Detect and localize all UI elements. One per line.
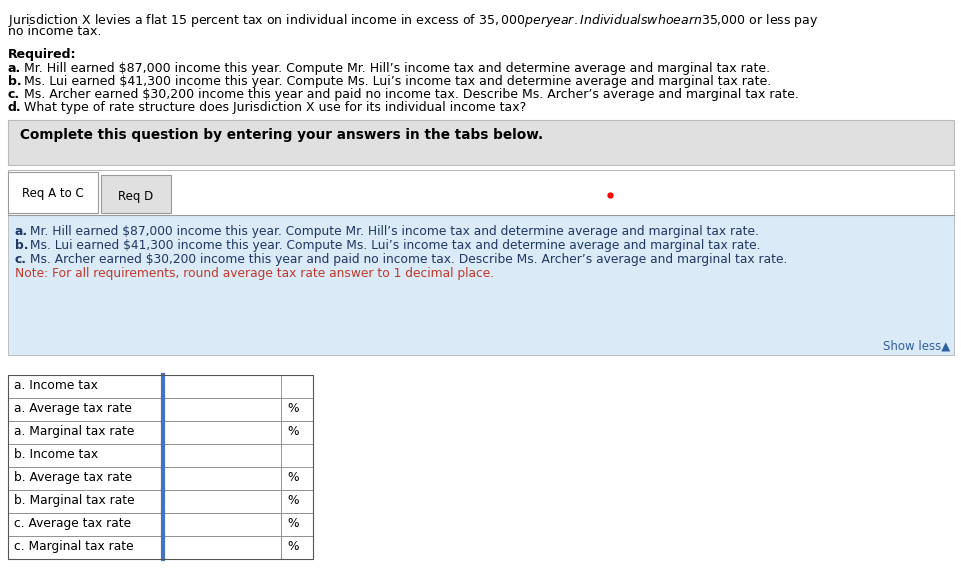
Text: Note: For all requirements, round average tax rate answer to 1 decimal place.: Note: For all requirements, round averag… xyxy=(15,267,494,280)
Bar xyxy=(162,513,281,536)
Bar xyxy=(281,467,312,490)
Text: %: % xyxy=(286,471,298,484)
Text: Req D: Req D xyxy=(118,190,154,203)
Text: Ms. Lui earned $41,300 income this year. Compute Ms. Lui’s income tax and determ: Ms. Lui earned $41,300 income this year.… xyxy=(20,75,771,88)
Text: a.: a. xyxy=(8,62,21,75)
Text: Complete this question by entering your answers in the tabs below.: Complete this question by entering your … xyxy=(20,128,543,142)
Bar xyxy=(8,467,162,490)
Text: %: % xyxy=(286,425,298,438)
Bar xyxy=(8,490,162,513)
Text: c.: c. xyxy=(8,88,20,101)
Bar xyxy=(162,490,281,513)
Text: a. Marginal tax rate: a. Marginal tax rate xyxy=(14,425,135,438)
Bar xyxy=(8,536,162,559)
Bar xyxy=(162,467,281,490)
Text: b. Average tax rate: b. Average tax rate xyxy=(14,471,132,484)
Bar xyxy=(162,444,281,467)
Text: a.: a. xyxy=(15,225,28,238)
Bar xyxy=(162,375,281,398)
Text: Ms. Archer earned $30,200 income this year and paid no income tax. Describe Ms. : Ms. Archer earned $30,200 income this ye… xyxy=(20,88,798,101)
Bar xyxy=(281,398,312,421)
Bar xyxy=(8,421,162,444)
Text: c. Marginal tax rate: c. Marginal tax rate xyxy=(14,540,134,553)
Bar xyxy=(281,421,312,444)
Bar xyxy=(162,398,281,421)
Text: %: % xyxy=(286,402,298,415)
Bar xyxy=(8,172,98,213)
Text: b. Income tax: b. Income tax xyxy=(14,448,98,461)
Text: Jurisdiction X levies a flat 15 percent tax on individual income in excess of $3: Jurisdiction X levies a flat 15 percent … xyxy=(8,12,818,29)
Bar xyxy=(8,444,162,467)
Bar xyxy=(8,513,162,536)
Text: no income tax.: no income tax. xyxy=(8,25,101,38)
Text: a. Income tax: a. Income tax xyxy=(14,379,98,392)
Bar xyxy=(101,175,171,213)
Text: c. Average tax rate: c. Average tax rate xyxy=(14,517,131,530)
Text: Ms. Archer earned $30,200 income this year and paid no income tax. Describe Ms. : Ms. Archer earned $30,200 income this ye… xyxy=(26,253,786,266)
Bar xyxy=(281,490,312,513)
Text: a. Average tax rate: a. Average tax rate xyxy=(14,402,132,415)
Text: Show less▲: Show less▲ xyxy=(882,340,949,353)
Text: %: % xyxy=(286,494,298,507)
Bar xyxy=(162,421,281,444)
Text: %: % xyxy=(286,517,298,530)
Bar xyxy=(8,398,162,421)
Text: Ms. Lui earned $41,300 income this year. Compute Ms. Lui’s income tax and determ: Ms. Lui earned $41,300 income this year.… xyxy=(26,239,760,252)
Text: b. Marginal tax rate: b. Marginal tax rate xyxy=(14,494,135,507)
Text: Required:: Required: xyxy=(8,48,77,61)
Bar xyxy=(8,375,312,559)
Text: Mr. Hill earned $87,000 income this year. Compute Mr. Hill’s income tax and dete: Mr. Hill earned $87,000 income this year… xyxy=(20,62,770,75)
Bar xyxy=(281,536,312,559)
Text: b.: b. xyxy=(8,75,21,88)
Text: %: % xyxy=(286,540,298,553)
Text: b.: b. xyxy=(15,239,29,252)
Text: Req A to C: Req A to C xyxy=(22,187,84,200)
Text: c.: c. xyxy=(15,253,27,266)
Bar xyxy=(8,170,953,215)
Bar xyxy=(8,215,953,355)
Bar xyxy=(8,120,953,165)
Bar xyxy=(8,375,162,398)
Text: Mr. Hill earned $87,000 income this year. Compute Mr. Hill’s income tax and dete: Mr. Hill earned $87,000 income this year… xyxy=(26,225,758,238)
Bar xyxy=(162,536,281,559)
Text: What type of rate structure does Jurisdiction X use for its individual income ta: What type of rate structure does Jurisdi… xyxy=(20,101,526,114)
Text: d.: d. xyxy=(8,101,21,114)
Bar xyxy=(281,513,312,536)
